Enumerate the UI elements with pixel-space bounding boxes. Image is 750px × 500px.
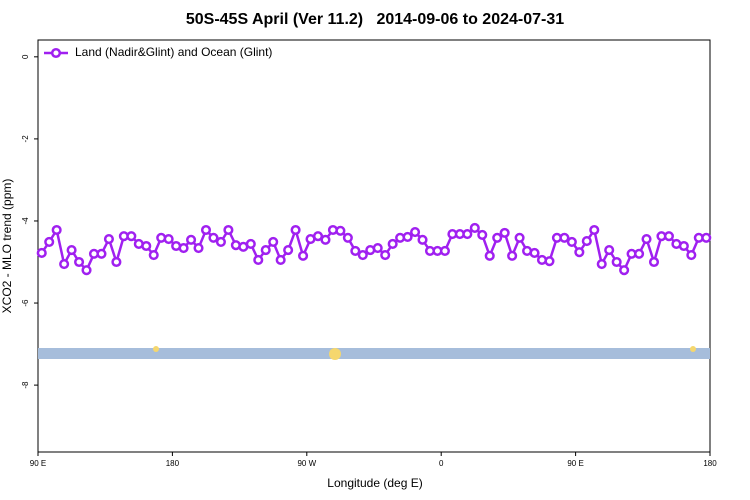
data-point [380, 249, 391, 261]
data-point [604, 245, 615, 256]
data-point [439, 245, 450, 256]
coverage-dot [690, 346, 696, 352]
data-point [59, 259, 70, 270]
data-point [507, 250, 518, 261]
data-point [611, 256, 622, 268]
data-point [74, 256, 85, 268]
data-point [387, 238, 398, 249]
data-point [283, 245, 294, 256]
data-point [499, 227, 510, 238]
data-point [559, 232, 570, 243]
y-tick-label: -6 [21, 299, 30, 307]
plot-area [36, 222, 712, 276]
data-point [410, 226, 421, 238]
data-point [357, 249, 368, 261]
data-point [81, 265, 92, 276]
chart-title: 50S-45S April (Ver 11.2) 2014-09-06 to 2… [186, 11, 564, 28]
data-point [193, 243, 204, 254]
data-point [178, 243, 189, 254]
data-point [208, 232, 219, 243]
data-point [148, 249, 159, 261]
data-point [186, 234, 197, 245]
data-point [402, 231, 413, 243]
data-point [163, 233, 174, 245]
data-point [529, 247, 540, 259]
data-point [350, 245, 361, 256]
data-point [484, 250, 495, 261]
data-point [245, 238, 256, 249]
x-tick-label: 90 E [567, 459, 583, 468]
data-point [268, 236, 279, 247]
y-tick-label: -4 [21, 217, 30, 225]
data-point [44, 236, 55, 247]
y-tick-label: -8 [21, 381, 30, 389]
data-point [312, 231, 324, 242]
data-point [342, 232, 353, 243]
data-point [462, 229, 473, 240]
data-point [514, 232, 525, 243]
data-point [260, 245, 271, 256]
data-point [589, 224, 600, 236]
data-point [223, 224, 234, 236]
x-tick-label: 90 W [297, 459, 316, 468]
legend-marker [50, 47, 62, 59]
data-point [477, 229, 488, 240]
data-point [320, 234, 331, 245]
y-tick-label: 0 [21, 54, 30, 59]
data-point [290, 224, 301, 236]
data-point [141, 240, 152, 252]
data-point [335, 225, 346, 236]
data-point [566, 236, 577, 247]
legend-label: Land (Nadir&Glint) and Ocean (Glint) [75, 45, 272, 59]
x-axis-label: Longitude (deg E) [327, 476, 422, 490]
data-point [200, 224, 212, 236]
data-point [469, 222, 480, 233]
data-point [298, 250, 309, 261]
data-point [686, 249, 697, 261]
x-tick-label: 180 [703, 459, 717, 468]
data-point [51, 224, 62, 236]
data-point [574, 247, 585, 258]
data-point [678, 240, 689, 252]
data-point [126, 231, 137, 242]
data-point [544, 256, 555, 267]
data-point [619, 265, 630, 276]
coverage-band [38, 348, 710, 359]
data-point [111, 256, 122, 268]
data-point [36, 247, 47, 259]
data-point [492, 232, 503, 243]
data-point [96, 248, 107, 259]
x-tick-label: 180 [166, 459, 180, 468]
data-point [641, 233, 652, 245]
data-point [253, 254, 264, 266]
plot-frame [37, 39, 711, 453]
coverage-dot [329, 348, 341, 360]
data-point [372, 243, 383, 254]
coverage-dot [153, 346, 159, 352]
y-axis-label: XCO2 - MLO trend (ppm) [0, 179, 14, 314]
data-point [275, 254, 286, 266]
data-point [103, 233, 114, 245]
x-tick-label: 0 [439, 459, 444, 468]
x-tick-label: 90 E [30, 459, 46, 468]
data-point [648, 256, 660, 268]
data-point [581, 236, 592, 247]
y-tick-label: -2 [21, 135, 30, 143]
data-point [215, 236, 226, 247]
data-point [701, 232, 712, 243]
data-point [417, 234, 428, 245]
data-point [66, 245, 77, 256]
data-point [634, 248, 645, 259]
data-point [596, 259, 607, 270]
data-point [663, 231, 674, 242]
